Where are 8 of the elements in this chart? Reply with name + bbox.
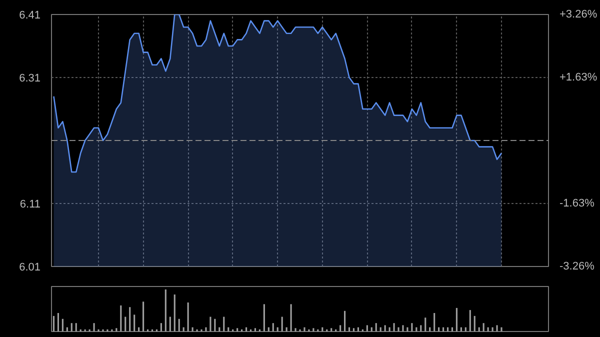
y2-tick-label: -3.26% <box>560 260 595 272</box>
y2-tick-label: -1.63% <box>560 198 595 210</box>
y-tick-label: 6.31 <box>19 72 41 84</box>
y-tick-label: 6.41 <box>19 10 41 22</box>
y-tick-label: 6.11 <box>20 198 40 210</box>
y-tick-label: 6.01 <box>19 262 41 274</box>
y2-tick-label: +3.26% <box>560 8 598 20</box>
y2-tick-label: +1.63% <box>560 72 598 84</box>
